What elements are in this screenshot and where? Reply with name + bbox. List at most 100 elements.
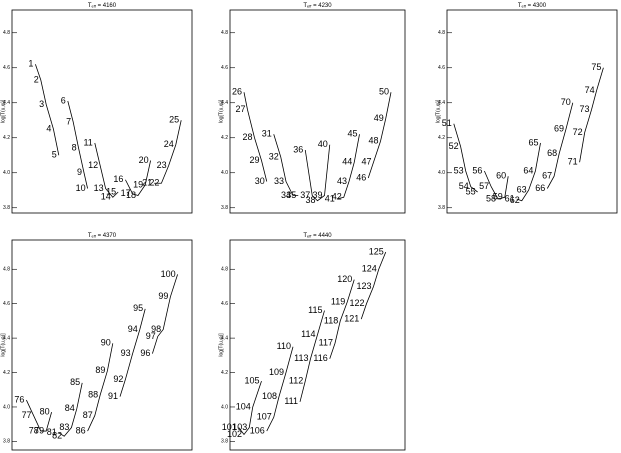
y-tick-label: 3.8 [438, 205, 445, 211]
y-tick-label: 4.6 [438, 65, 445, 71]
point-label: 43 [337, 176, 347, 186]
point-label: 15 [106, 186, 116, 196]
point-label: 91 [108, 391, 118, 401]
point-label: 6 [61, 95, 66, 105]
point-label: 30 [255, 176, 265, 186]
curve [58, 382, 83, 437]
y-tick-label: 4.4 [3, 335, 10, 341]
curve [119, 308, 146, 397]
point-label: 88 [88, 389, 98, 399]
point-label: 71 [568, 157, 578, 167]
point-label: 70 [561, 97, 571, 107]
curve [94, 142, 119, 198]
point-label: 24 [164, 139, 174, 149]
y-tick-label: 4.4 [3, 100, 10, 106]
point-label: 20 [139, 155, 149, 165]
curve [35, 64, 60, 156]
point-label: 59 [493, 192, 503, 202]
curve [26, 399, 52, 432]
point-label: 34 [281, 190, 291, 200]
point-label: 56 [472, 165, 482, 175]
y-tick-label: 4.4 [221, 335, 228, 341]
y-tick-label: 4.0 [221, 170, 228, 176]
point-label: 116 [313, 353, 327, 363]
panel-title: Teff = 4230 [303, 3, 332, 9]
point-label: 33 [274, 176, 284, 186]
point-label: 26 [232, 87, 242, 97]
y-tick-label: 4.8 [221, 267, 228, 273]
point-label: 90 [101, 338, 111, 348]
point-label: 52 [449, 141, 459, 151]
point-label: 14 [101, 192, 111, 202]
point-label: 108 [262, 391, 277, 401]
point-label: 125 [369, 246, 384, 256]
point-label: 85 [70, 377, 80, 387]
point-label: 64 [523, 165, 533, 175]
point-label: 35 [286, 190, 296, 200]
point-label: 9 [77, 167, 82, 177]
title-part: = 4370 [96, 233, 117, 239]
point-label: 93 [121, 348, 131, 358]
curve [67, 100, 88, 189]
point-label: 66 [535, 183, 545, 193]
point-label: 79 [34, 425, 44, 435]
point-label: 27 [235, 104, 245, 114]
point-label: 106 [250, 425, 265, 435]
title-part: eff [307, 4, 312, 9]
point-label: 111 [284, 396, 298, 406]
point-label: 100 [161, 269, 176, 279]
point-label: 45 [347, 129, 357, 139]
curve [154, 120, 182, 184]
point-label: 76 [14, 394, 24, 404]
y-tick-label: 4.6 [3, 301, 10, 307]
curve [125, 160, 151, 196]
point-label: 118 [324, 315, 338, 325]
point-label: 120 [337, 274, 352, 284]
point-label: 96 [140, 348, 150, 358]
y-tick-label: 4.2 [3, 370, 10, 376]
point-label: 10 [76, 183, 86, 193]
point-label: 36 [293, 144, 303, 154]
point-label: 94 [128, 324, 138, 334]
title-part: = 4300 [526, 3, 547, 9]
y-tick-label: 4.8 [3, 267, 10, 273]
point-label: 122 [349, 298, 364, 308]
plot-frame [11, 9, 193, 214]
curve [367, 92, 392, 179]
curve [484, 170, 509, 200]
point-label: 98 [151, 324, 161, 334]
point-label: 57 [479, 181, 489, 191]
point-label: 38 [305, 195, 315, 205]
y-tick-label: 4.0 [3, 170, 10, 176]
title-part: = 4440 [311, 233, 332, 239]
point-label: 99 [158, 291, 168, 301]
y-tick-label: 4.8 [438, 30, 445, 36]
point-label: 65 [528, 137, 538, 147]
y-tick-label: 3.8 [3, 439, 10, 445]
point-label: 50 [379, 87, 389, 97]
point-label: 62 [510, 195, 520, 205]
point-label: 55 [466, 186, 476, 196]
point-label: 22 [149, 178, 159, 188]
point-label: 92 [113, 374, 123, 384]
point-label: 82 [52, 431, 62, 441]
curve [304, 144, 331, 202]
point-label: 47 [361, 157, 371, 167]
plot-frame [229, 239, 406, 451]
title-part: T [88, 3, 92, 9]
point-label: 51 [442, 118, 452, 128]
point-label: 75 [591, 62, 601, 72]
point-label: 39 [312, 190, 322, 200]
point-label: 46 [356, 172, 366, 182]
point-label: 110 [277, 341, 291, 351]
point-label: 97 [146, 331, 156, 341]
point-label: 73 [579, 104, 589, 114]
title-part: T [303, 3, 307, 9]
y-tick-label: 4.4 [438, 100, 445, 106]
point-label: 124 [362, 264, 377, 274]
point-label: 78 [29, 425, 39, 435]
panel-title: Teff = 4370 [88, 233, 117, 239]
point-label: 11 [83, 137, 92, 147]
